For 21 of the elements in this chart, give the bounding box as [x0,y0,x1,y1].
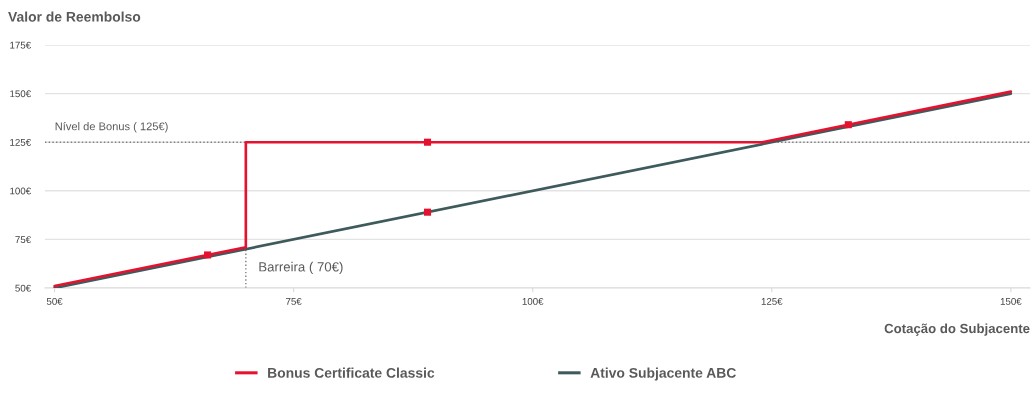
x-tick-label: 100€ [522,297,544,305]
x-tick-label: 150€ [1000,297,1022,305]
point [204,251,212,259]
y-tick-label: 150€ [10,90,31,98]
y-tick-label: 50€ [15,284,31,292]
y-tick-label: 75€ [15,236,31,244]
y-tick-label: 100€ [10,187,31,195]
x-axis-title: Cotação do Subjacente [884,323,1030,336]
ref-line-label: Barreira ( 70€) [259,261,343,275]
x-tick-label: 125€ [761,297,783,305]
y-tick-label: 175€ [10,41,31,49]
point [844,121,852,129]
y-tick-label: 125€ [10,138,31,146]
x-tick-label: 75€ [286,297,302,305]
y-axis-title: Valor de Reembolso [8,11,141,22]
point [423,138,432,146]
legend-label: Ativo Subjacente ABC [590,367,736,381]
x-tick-label: 50€ [46,297,63,305]
legend-label: Bonus Certificate Classic [268,367,435,378]
point [423,208,432,216]
ref-line-label: Nível de Bonus ( 125€) [55,121,168,133]
